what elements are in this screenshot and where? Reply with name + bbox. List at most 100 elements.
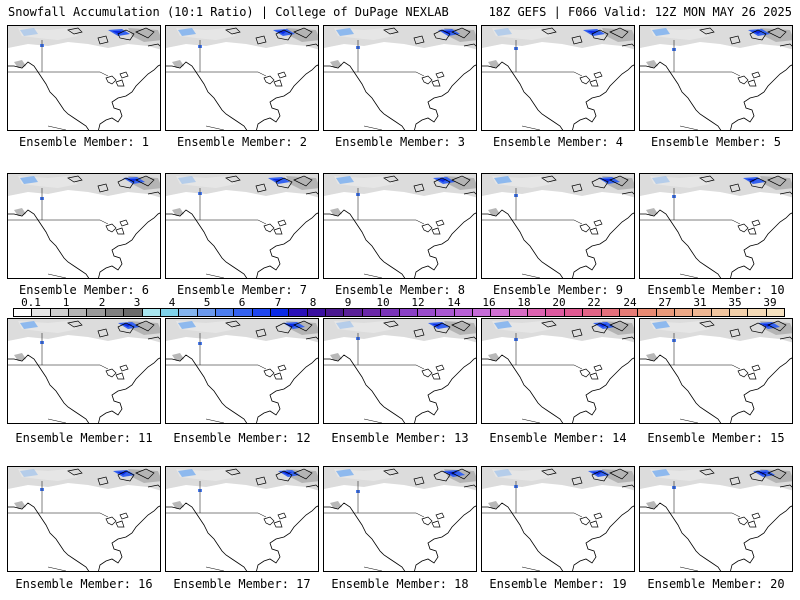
colorbar-tick-label: 4 bbox=[168, 296, 176, 309]
ensemble-member-map bbox=[7, 466, 161, 572]
colorbar-swatch bbox=[528, 309, 547, 316]
colorbar-swatch bbox=[326, 309, 345, 316]
ensemble-member-label: Ensemble Member: 1 bbox=[18, 135, 150, 149]
ensemble-member-label: Ensemble Member: 11 bbox=[15, 431, 153, 445]
colorbar-swatch bbox=[674, 309, 694, 316]
ensemble-member-map bbox=[639, 25, 793, 131]
colorbar-swatch bbox=[693, 309, 712, 316]
colorbar-swatch bbox=[436, 309, 455, 316]
ensemble-member-map bbox=[7, 318, 161, 424]
ensemble-member-map bbox=[165, 466, 319, 572]
colorbar-swatch bbox=[142, 309, 161, 316]
colorbar-tick-label: 31 bbox=[693, 296, 707, 309]
colorbar-swatch bbox=[179, 309, 198, 316]
ensemble-member-label: Ensemble Member: 9 bbox=[492, 283, 624, 297]
colorbar-swatch bbox=[289, 309, 308, 316]
colorbar-swatch bbox=[491, 309, 510, 316]
ensemble-member-label: Ensemble Member: 5 bbox=[650, 135, 782, 149]
colorbar-swatch bbox=[472, 309, 492, 316]
ensemble-member-map bbox=[7, 173, 161, 279]
ensemble-member-label: Ensemble Member: 17 bbox=[173, 577, 311, 591]
ensemble-member-label: Ensemble Member: 10 bbox=[647, 283, 785, 297]
colorbar-tick-label: 6 bbox=[238, 296, 246, 309]
colorbar-tick-label: 1 bbox=[62, 296, 70, 309]
colorbar-swatch bbox=[344, 309, 363, 316]
colorbar-swatch bbox=[711, 309, 731, 316]
colorbar bbox=[13, 308, 785, 317]
colorbar-swatch bbox=[362, 309, 382, 316]
ensemble-member-map bbox=[165, 25, 319, 131]
ensemble-member-map bbox=[639, 466, 793, 572]
colorbar-swatch bbox=[234, 309, 253, 316]
ensemble-member-map bbox=[165, 318, 319, 424]
colorbar-tick-label: 20 bbox=[552, 296, 566, 309]
colorbar-swatch bbox=[730, 309, 749, 316]
model-valid-time: 18Z GEFS | F066 Valid: 12Z MON MAY 26 20… bbox=[488, 5, 792, 19]
ensemble-member-label: Ensemble Member: 4 bbox=[492, 135, 624, 149]
colorbar-tick-label: 35 bbox=[728, 296, 742, 309]
ensemble-member-label: Ensemble Member: 8 bbox=[334, 283, 466, 297]
colorbar-tick-label: 0.1 bbox=[21, 296, 41, 309]
ensemble-member-label: Ensemble Member: 15 bbox=[647, 431, 785, 445]
ensemble-member-map bbox=[639, 173, 793, 279]
colorbar-swatch bbox=[32, 309, 51, 316]
colorbar-tick-label: 16 bbox=[482, 296, 496, 309]
ensemble-member-map bbox=[165, 173, 319, 279]
ensemble-member-label: Ensemble Member: 20 bbox=[647, 577, 785, 591]
colorbar-swatch bbox=[197, 309, 216, 316]
colorbar-swatch bbox=[638, 309, 657, 316]
ensemble-member-map bbox=[481, 318, 635, 424]
colorbar-tick-label: 10 bbox=[376, 296, 390, 309]
colorbar-swatch bbox=[454, 309, 473, 316]
colorbar-swatch bbox=[124, 309, 143, 316]
colorbar-tick-label: 12 bbox=[411, 296, 425, 309]
ensemble-member-map bbox=[639, 318, 793, 424]
ensemble-member-label: Ensemble Member: 3 bbox=[334, 135, 466, 149]
colorbar-swatch bbox=[105, 309, 125, 316]
colorbar-swatch bbox=[307, 309, 327, 316]
colorbar-swatch bbox=[50, 309, 70, 316]
ensemble-member-map bbox=[481, 466, 635, 572]
colorbar-tick-label: 22 bbox=[587, 296, 601, 309]
colorbar-swatch bbox=[766, 309, 785, 316]
colorbar-tick-label: 9 bbox=[344, 296, 352, 309]
colorbar-tick-label: 14 bbox=[447, 296, 461, 309]
colorbar-swatch bbox=[601, 309, 620, 316]
ensemble-member-label: Ensemble Member: 13 bbox=[331, 431, 469, 445]
map-title: Snowfall Accumulation (10:1 Ratio) | Col… bbox=[8, 5, 449, 19]
colorbar-tick-label: 3 bbox=[133, 296, 141, 309]
colorbar-tick-label: 5 bbox=[203, 296, 211, 309]
colorbar-swatch bbox=[619, 309, 639, 316]
colorbar-swatch bbox=[14, 309, 33, 316]
colorbar-tick-label: 8 bbox=[309, 296, 317, 309]
colorbar-tick-label: 2 bbox=[98, 296, 106, 309]
colorbar-swatch bbox=[564, 309, 584, 316]
ensemble-member-label: Ensemble Member: 19 bbox=[489, 577, 627, 591]
colorbar-swatch bbox=[546, 309, 565, 316]
colorbar-swatch bbox=[509, 309, 529, 316]
colorbar-swatch bbox=[215, 309, 235, 316]
ensemble-member-map bbox=[7, 25, 161, 131]
colorbar-swatch bbox=[748, 309, 767, 316]
colorbar-swatch bbox=[381, 309, 400, 316]
ensemble-member-map bbox=[481, 25, 635, 131]
colorbar-swatch bbox=[656, 309, 675, 316]
colorbar-tick-label: 24 bbox=[623, 296, 637, 309]
colorbar-swatch bbox=[417, 309, 437, 316]
colorbar-swatch bbox=[252, 309, 272, 316]
colorbar-tick-label: 27 bbox=[658, 296, 672, 309]
ensemble-member-label: Ensemble Member: 16 bbox=[15, 577, 153, 591]
ensemble-member-map bbox=[323, 25, 477, 131]
colorbar-tick-label: 39 bbox=[763, 296, 777, 309]
ensemble-member-label: Ensemble Member: 18 bbox=[331, 577, 469, 591]
colorbar-tick-label: 7 bbox=[274, 296, 282, 309]
colorbar-tick-label: 18 bbox=[517, 296, 531, 309]
colorbar-labels: 0.1 1 2 3 4 5 6 7 8 9 10 12 14 16 18 20 22 24 27 31 35 39 bbox=[13, 296, 785, 309]
ensemble-member-map bbox=[481, 173, 635, 279]
colorbar-swatch bbox=[583, 309, 602, 316]
ensemble-member-label: Ensemble Member: 12 bbox=[173, 431, 311, 445]
colorbar-swatch bbox=[271, 309, 290, 316]
ensemble-member-map bbox=[323, 466, 477, 572]
colorbar-swatch bbox=[69, 309, 88, 316]
ensemble-member-map bbox=[323, 173, 477, 279]
